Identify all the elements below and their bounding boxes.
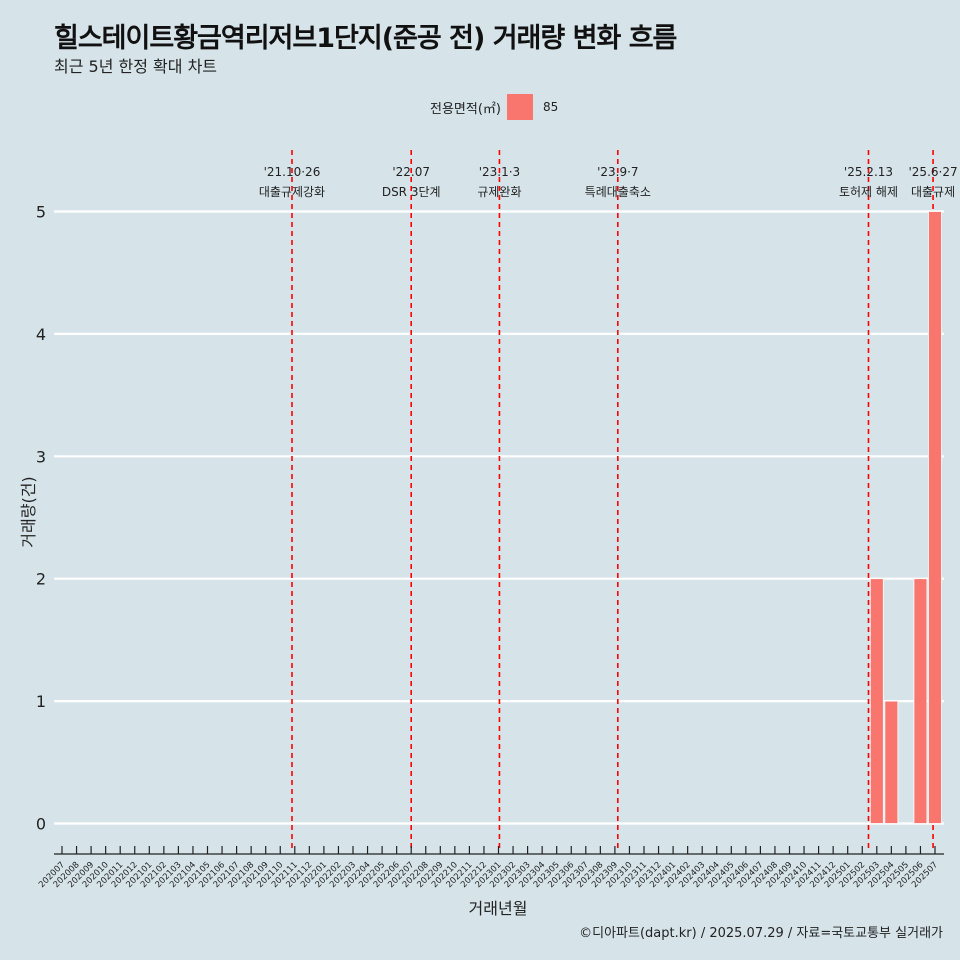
legend-swatch: [506, 94, 533, 120]
annotation-label: 토허제 해제: [839, 185, 898, 199]
chart-title: 힐스테이트황금역리저브1단지(준공 전) 거래량 변화 흐름: [54, 23, 677, 54]
bar: [928, 211, 942, 824]
legend: 전용면적(㎡) 85: [430, 93, 558, 121]
y-tick-label: 3: [36, 447, 46, 466]
y-tick-label: 5: [36, 203, 46, 222]
annotation-date: '23.1·3: [479, 165, 520, 179]
bars: [869, 211, 942, 824]
annotation-label: 대출규제: [911, 185, 955, 199]
annotation-label: DSR 3단계: [382, 185, 441, 199]
y-tick-label: 1: [36, 692, 46, 711]
bar: [884, 700, 899, 824]
annotation-label: 규제완화: [477, 185, 521, 199]
annotation-date: '25.2.13: [844, 165, 893, 179]
axes: 0123452020072020082020092020102020112020…: [36, 203, 944, 890]
x-axis-title: 거래년월: [469, 899, 528, 918]
y-tick-label: 4: [36, 325, 46, 344]
y-tick-label: 2: [36, 570, 46, 589]
annotation-lines: '21.10·26 대출규제강화 '22.07 DSR 3단계 '23.1·3 규제완화 '…: [259, 150, 958, 852]
y-axis-title: 거래량(건): [19, 476, 38, 547]
annotation-date: '23.9·7: [597, 165, 638, 179]
annotation-date: '22.07: [392, 165, 430, 179]
bar: [913, 578, 928, 824]
annotation-label: 대출규제강화: [259, 185, 325, 199]
annotation-date: '21.10·26: [264, 165, 321, 179]
bar: [869, 578, 884, 824]
source-caption: ©디아파트(dapt.kr) / 2025.07.29 / 자료=국토교통부 실…: [579, 926, 943, 941]
annotation-date: '25.6·27: [909, 165, 958, 179]
annotation-label: 특례대출축소: [585, 185, 651, 199]
legend-entry-label: 85: [542, 100, 559, 114]
legend-title: 전용면적(㎡): [430, 101, 501, 117]
y-tick-label: 0: [36, 815, 46, 834]
chart-subtitle: 최근 5년 한정 확대 차트: [54, 57, 218, 76]
